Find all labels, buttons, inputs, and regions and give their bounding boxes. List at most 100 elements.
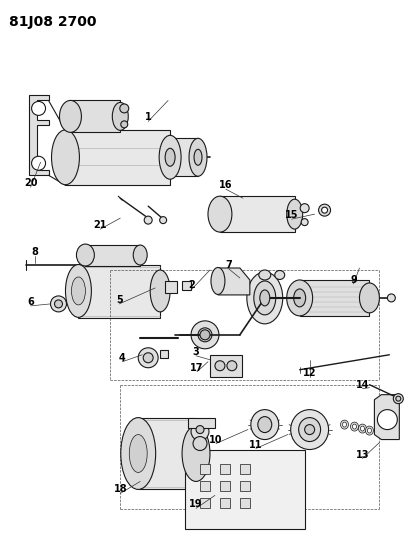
Circle shape [387,294,395,302]
Text: 8: 8 [31,247,38,257]
Text: 2: 2 [189,280,195,290]
Text: 13: 13 [356,449,369,459]
Text: 19: 19 [189,499,203,510]
Bar [220,464,230,474]
Ellipse shape [71,277,85,305]
Circle shape [215,361,225,371]
Ellipse shape [150,270,170,312]
Ellipse shape [129,434,147,472]
Text: 1: 1 [145,112,151,123]
Bar [240,464,250,474]
Polygon shape [79,265,160,318]
Bar [185,449,305,529]
Text: 17: 17 [190,363,204,373]
Bar [240,481,250,491]
Text: 20: 20 [24,178,37,188]
Text: 5: 5 [116,295,123,305]
Ellipse shape [291,410,328,449]
Ellipse shape [305,425,315,434]
Text: 4: 4 [119,353,126,363]
Text: 10: 10 [209,434,223,445]
Ellipse shape [66,264,92,317]
Circle shape [143,353,153,363]
Polygon shape [85,245,140,266]
Text: 21: 21 [94,220,107,230]
Circle shape [32,101,45,116]
Bar [200,464,210,474]
Ellipse shape [350,422,358,431]
Text: 81J08 2700: 81J08 2700 [9,15,96,29]
Bar [220,498,230,508]
Ellipse shape [367,428,371,433]
Ellipse shape [300,204,309,213]
Ellipse shape [194,149,202,165]
Circle shape [227,361,237,371]
Ellipse shape [211,268,225,294]
Circle shape [393,394,403,403]
Text: 15: 15 [285,210,298,220]
Bar [210,355,242,377]
Circle shape [32,156,45,170]
Circle shape [160,216,166,224]
Ellipse shape [120,104,129,113]
Ellipse shape [121,417,156,489]
Ellipse shape [189,139,207,176]
Polygon shape [220,196,295,232]
Ellipse shape [251,410,279,440]
Bar [220,481,230,491]
Text: 12: 12 [303,368,316,378]
Ellipse shape [159,135,181,179]
Circle shape [55,300,62,308]
Polygon shape [138,417,196,489]
Circle shape [193,437,207,450]
Circle shape [51,296,66,312]
Ellipse shape [360,426,364,431]
Text: 11: 11 [249,440,262,449]
Ellipse shape [287,280,313,316]
Ellipse shape [365,426,373,435]
Text: 18: 18 [113,484,127,495]
Circle shape [377,410,397,430]
Ellipse shape [322,207,328,213]
Ellipse shape [133,245,147,265]
Circle shape [396,396,401,401]
Bar [182,281,191,290]
Circle shape [196,425,204,433]
Ellipse shape [352,424,356,429]
Text: 16: 16 [219,180,232,190]
Text: 3: 3 [193,347,199,357]
Ellipse shape [260,290,270,306]
Ellipse shape [294,289,306,307]
Circle shape [144,216,152,224]
Ellipse shape [341,420,348,429]
Bar [200,481,210,491]
Ellipse shape [319,204,330,216]
Ellipse shape [112,102,128,131]
Ellipse shape [298,417,321,441]
Polygon shape [218,268,250,295]
Ellipse shape [77,244,94,266]
Ellipse shape [60,100,81,132]
Ellipse shape [343,422,347,427]
Ellipse shape [182,425,210,481]
Ellipse shape [275,270,285,279]
Ellipse shape [301,219,308,225]
Ellipse shape [51,130,79,185]
Text: 14: 14 [356,379,369,390]
Ellipse shape [259,270,271,280]
Ellipse shape [191,321,219,349]
Ellipse shape [254,281,276,315]
Ellipse shape [121,121,128,128]
Polygon shape [66,131,170,185]
Circle shape [200,330,210,340]
Ellipse shape [258,417,272,433]
Text: 6: 6 [27,297,34,307]
Bar [160,350,168,358]
Ellipse shape [198,328,212,342]
Ellipse shape [208,196,232,232]
Ellipse shape [165,148,175,166]
Polygon shape [300,280,369,316]
Ellipse shape [247,272,283,324]
Bar [200,498,210,508]
Polygon shape [374,394,399,440]
